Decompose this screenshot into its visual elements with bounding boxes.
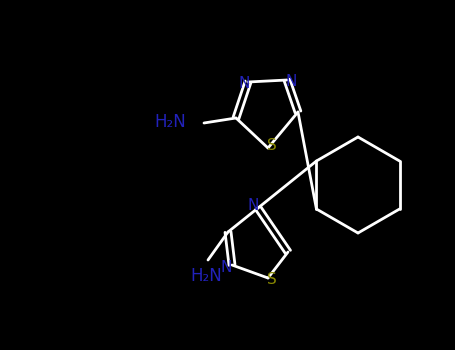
Text: N: N [285,75,297,90]
Text: H₂N: H₂N [190,267,222,285]
Text: H₂N: H₂N [154,113,186,131]
Text: S: S [267,273,277,287]
Text: S: S [267,139,277,154]
Text: N: N [248,198,259,214]
Text: N: N [238,77,250,91]
Text: N: N [220,259,232,274]
